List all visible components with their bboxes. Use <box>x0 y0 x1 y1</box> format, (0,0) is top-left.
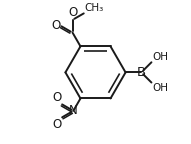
Text: O: O <box>51 19 61 32</box>
Text: B: B <box>137 66 146 79</box>
Text: O: O <box>68 6 77 19</box>
Text: N: N <box>69 104 78 117</box>
Text: O: O <box>53 118 62 131</box>
Text: OH: OH <box>152 52 168 62</box>
Text: OH: OH <box>152 83 168 93</box>
Text: CH₃: CH₃ <box>84 3 104 13</box>
Text: O: O <box>53 91 62 104</box>
